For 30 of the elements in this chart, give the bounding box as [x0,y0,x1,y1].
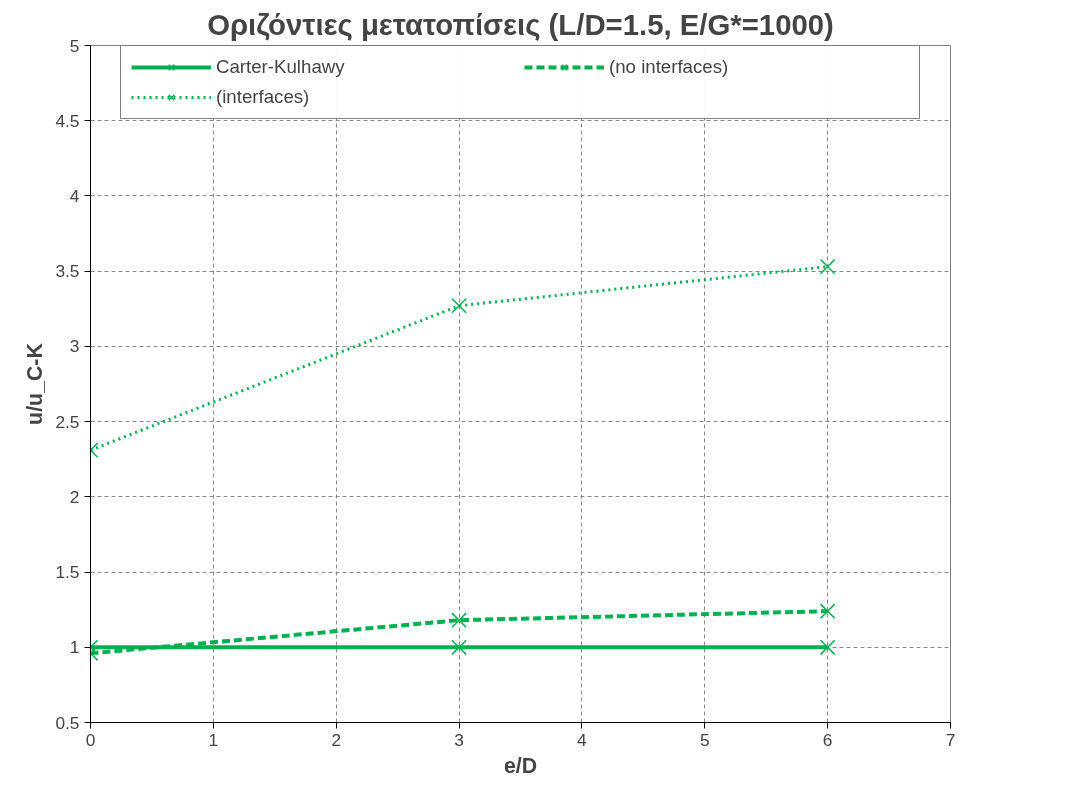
point [819,258,836,275]
point [451,297,467,314]
x-tick-label: 7 [945,729,956,750]
y-tick-label: 4 [69,185,80,206]
chart-title: Οριζόντιες μετατοπίσεις (L/D=1.5, E/G*=1000) [207,7,834,41]
y-tick-label: 1 [69,637,80,658]
point [819,639,836,656]
point [819,603,836,619]
x-tick-label: 4 [577,729,588,750]
y-tick-label: 5 [69,35,80,56]
x-tick-label: 3 [454,729,464,750]
y-tick-label: 2.5 [55,411,80,432]
x-tick-label: 6 [822,729,833,750]
x-tick-label: 2 [331,729,342,750]
x-tick-label: 5 [699,729,710,750]
legend-label: Carter-Kulhawy [216,56,346,78]
y-axis-title: u/u_C-K [23,342,48,425]
point [451,639,467,656]
point [451,612,467,629]
y-tick-label: 3 [69,336,80,357]
x-tick-label: 0 [85,729,96,750]
legend-label: (no interfaces) [609,56,730,78]
x-tick-label: 1 [208,729,219,750]
y-tick-label: 4.5 [55,110,80,131]
y-tick-label: 0.5 [55,712,80,733]
x-axis-title: e/D [503,753,538,778]
y-tick-label: 1.5 [55,562,80,583]
y-tick-label: 2 [69,486,80,507]
y-tick-label: 3.5 [55,261,80,282]
legend-label: (interfaces) [216,86,311,108]
